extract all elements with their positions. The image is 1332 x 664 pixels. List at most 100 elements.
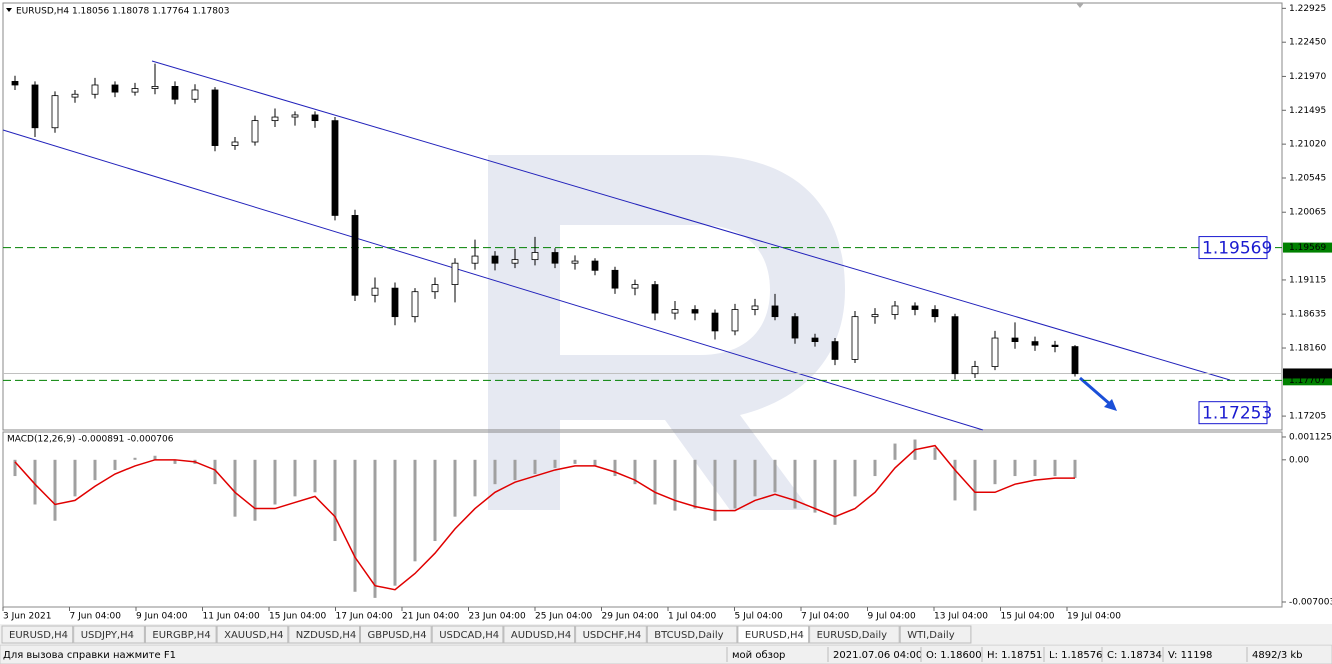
candle-body	[911, 305, 919, 310]
candle-body	[931, 309, 939, 318]
candle-body	[771, 305, 779, 318]
candle-body	[991, 337, 999, 367]
tab-label[interactable]: EURUSD,H4	[9, 630, 68, 641]
annotation: 1.19569	[1202, 239, 1272, 259]
x-tick-label: 13 Jul 04:00	[934, 612, 988, 622]
macd-bar	[573, 459, 577, 464]
candle-body	[331, 120, 339, 216]
macd-bar	[233, 459, 237, 517]
y-tick-label: 1.21495	[1289, 106, 1326, 116]
candle-body	[1071, 346, 1079, 375]
macd-bar	[733, 459, 737, 509]
tab-label[interactable]: EURUSD,Daily	[817, 630, 888, 641]
tab[interactable]	[809, 625, 900, 644]
macd-bar	[1073, 459, 1077, 479]
macd-bar	[533, 459, 537, 475]
tab[interactable]	[431, 625, 504, 644]
candle-body	[511, 259, 519, 264]
tab[interactable]	[575, 625, 647, 644]
candle-body	[211, 89, 219, 146]
x-tick-label: 19 Jul 04:00	[1067, 612, 1121, 622]
macd-bar	[1033, 459, 1037, 477]
tab[interactable]	[737, 625, 810, 644]
macd-bar	[473, 459, 477, 497]
candle-body	[451, 262, 459, 285]
macd-bar	[173, 459, 177, 464]
tab[interactable]	[1, 625, 74, 644]
candle-body	[151, 86, 159, 89]
macd-bar	[873, 459, 877, 477]
candle-body	[271, 116, 279, 122]
candle-body	[531, 252, 539, 261]
x-tick-label: 9 Jun 04:00	[136, 612, 188, 622]
macd-bar	[793, 459, 797, 509]
tab[interactable]	[899, 625, 972, 644]
macd-bar	[373, 459, 377, 598]
tab[interactable]	[288, 625, 360, 644]
tab-label[interactable]: XAUUSD,H4	[224, 630, 283, 641]
candle-body	[671, 309, 679, 314]
annotation-box	[1198, 236, 1268, 260]
macd-bar	[513, 459, 517, 481]
macd-bar	[713, 459, 717, 521]
signal-line	[14, 444, 1075, 591]
tab-label[interactable]: NZDUSD,H4	[296, 630, 356, 641]
candle-body	[851, 316, 859, 360]
tab-label[interactable]: BTCUSD,Daily	[654, 630, 723, 641]
candle-body	[371, 287, 379, 296]
watermark	[488, 155, 845, 510]
tab[interactable]	[646, 625, 738, 644]
macd-bar	[833, 459, 837, 525]
status-item: Для вызова справки нажмите F1	[3, 650, 176, 661]
y-tick-label: -0.007003	[1289, 597, 1332, 607]
x-tick-label: 3 Jun 2021	[3, 612, 51, 622]
tab-label[interactable]: AUDUSD,H4	[511, 630, 571, 641]
x-tick-label: 9 Jul 04:00	[868, 612, 917, 622]
macd-bar	[353, 459, 357, 592]
macd-bar	[753, 459, 757, 497]
tab-label[interactable]: USDJPY,H4	[81, 630, 134, 641]
status-item: 4892/3 kb	[1252, 650, 1303, 661]
tab-label[interactable]: USDCHF,H4	[583, 630, 642, 641]
tab-label[interactable]: USDCAD,H4	[439, 630, 499, 641]
tab-label[interactable]: GBPUSD,H4	[368, 630, 427, 641]
macd-bar	[433, 459, 437, 542]
candle-body	[171, 86, 179, 100]
level-label: 1.17707	[1289, 376, 1326, 386]
x-tick-label: 17 Jun 04:00	[336, 612, 393, 622]
candle-body	[471, 255, 479, 264]
candle-body	[491, 255, 499, 264]
y-tick-label: 1.21020	[1289, 140, 1326, 150]
shift-marker	[1076, 3, 1084, 8]
macd-bar	[133, 457, 137, 460]
candle-body	[11, 81, 19, 86]
macd-bar	[993, 459, 997, 485]
tab[interactable]	[144, 625, 217, 644]
macd-bar	[693, 459, 697, 509]
candle-body	[311, 114, 319, 122]
x-tick-label: 15 Jul 04:00	[1001, 612, 1055, 622]
tab-label[interactable]: EURGBP,H4	[152, 630, 210, 641]
tab[interactable]	[360, 625, 432, 644]
tab[interactable]	[216, 625, 289, 644]
macd-title: MACD(12,26,9) -0.000891 -0.000706	[7, 435, 174, 445]
candle-body	[91, 84, 99, 95]
candle-body	[111, 84, 119, 93]
macd-frame	[2, 431, 1283, 608]
macd-bar	[1013, 459, 1017, 477]
macd-bar	[253, 459, 257, 521]
tab-label[interactable]: EURUSD,H4	[745, 630, 804, 641]
x-tick-label: 25 Jun 04:00	[535, 612, 592, 622]
macd-bar	[1053, 459, 1057, 477]
level-label: 1.19569	[1289, 243, 1326, 253]
tab-label[interactable]: WTI,Daily	[907, 630, 955, 641]
x-tick-label: 5 Jul 04:00	[735, 612, 784, 622]
tab[interactable]	[73, 625, 145, 644]
macd-bar	[953, 459, 957, 501]
macd-bar	[773, 459, 777, 493]
tab[interactable]	[503, 625, 576, 644]
candle-body	[811, 337, 819, 343]
candle-body	[591, 260, 599, 271]
